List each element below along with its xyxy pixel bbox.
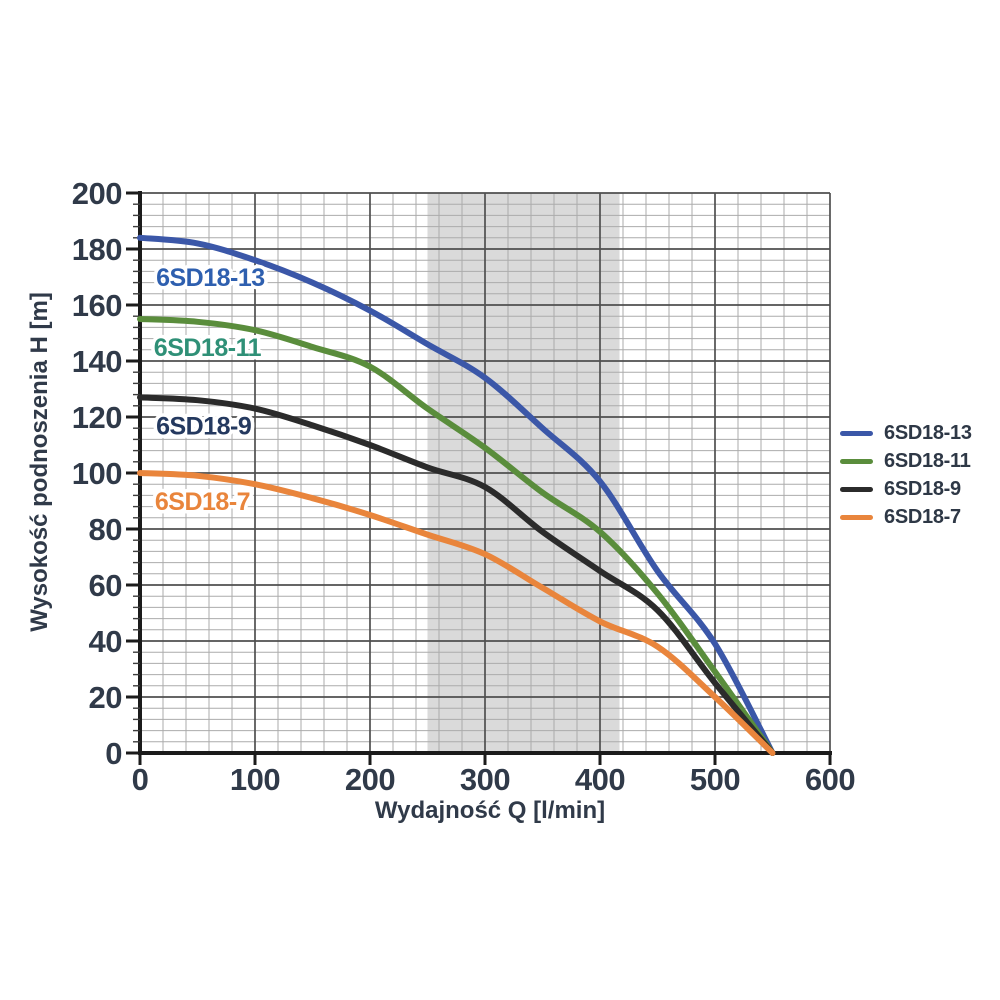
curve-label-6SD18-7: 6SD18-7 <box>155 488 250 516</box>
legend-entry-6SD18-7: 6SD18-7 <box>840 506 972 528</box>
x-axis-title: Wydajność Q [l/min] <box>375 797 605 824</box>
legend-swatch-6SD18-11 <box>840 459 873 464</box>
y-tick-label: 140 <box>72 344 122 379</box>
legend-entry-6SD18-11: 6SD18-11 <box>840 450 972 472</box>
y-tick-label: 180 <box>72 232 122 267</box>
y-axis-title: Wysokość podnoszenia H [m] <box>26 292 53 632</box>
legend-label: 6SD18-9 <box>884 478 961 500</box>
x-tick-label: 100 <box>230 762 280 797</box>
y-tick-label: 20 <box>89 680 122 715</box>
legend: 6SD18-13 6SD18-11 6SD18-9 6SD18-7 <box>840 422 972 528</box>
curve-label-6SD18-9: 6SD18-9 <box>156 412 251 440</box>
legend-label: 6SD18-7 <box>884 506 961 528</box>
y-tick-label: 60 <box>89 568 122 603</box>
curve-6SD18-11 <box>137 316 776 756</box>
y-tick-label: 120 <box>72 400 122 435</box>
y-tick-label: 80 <box>89 512 122 547</box>
tick-marks-minor <box>133 203 140 743</box>
y-tick-label: 40 <box>89 624 122 659</box>
legend-entry-6SD18-13: 6SD18-13 <box>840 422 972 444</box>
x-tick-label: 400 <box>575 762 625 797</box>
y-tick-label: 200 <box>72 176 122 211</box>
curve-label-6SD18-11: 6SD18-11 <box>154 334 262 362</box>
legend-label: 6SD18-11 <box>884 450 971 472</box>
y-tick-label: 0 <box>105 736 122 771</box>
x-tick-label: 300 <box>460 762 510 797</box>
x-tick-label: 200 <box>345 762 395 797</box>
curve-6SD18-9 <box>137 394 776 756</box>
x-tick-label: 0 <box>132 762 149 797</box>
curve-6SD18-13 <box>137 234 776 756</box>
legend-swatch-6SD18-7 <box>840 515 873 520</box>
legend-swatch-6SD18-9 <box>840 487 873 492</box>
y-tick-label: 160 <box>72 288 122 323</box>
legend-entry-6SD18-9: 6SD18-9 <box>840 478 972 500</box>
tick-marks <box>126 191 832 765</box>
x-tick-label: 500 <box>690 762 740 797</box>
x-tick-label: 600 <box>805 762 855 797</box>
legend-swatch-6SD18-13 <box>840 431 873 436</box>
y-tick-label: 100 <box>72 456 122 491</box>
curve-label-6SD18-13: 6SD18-13 <box>156 264 265 292</box>
curve-6SD18-7 <box>137 470 776 756</box>
legend-label: 6SD18-13 <box>884 422 972 444</box>
